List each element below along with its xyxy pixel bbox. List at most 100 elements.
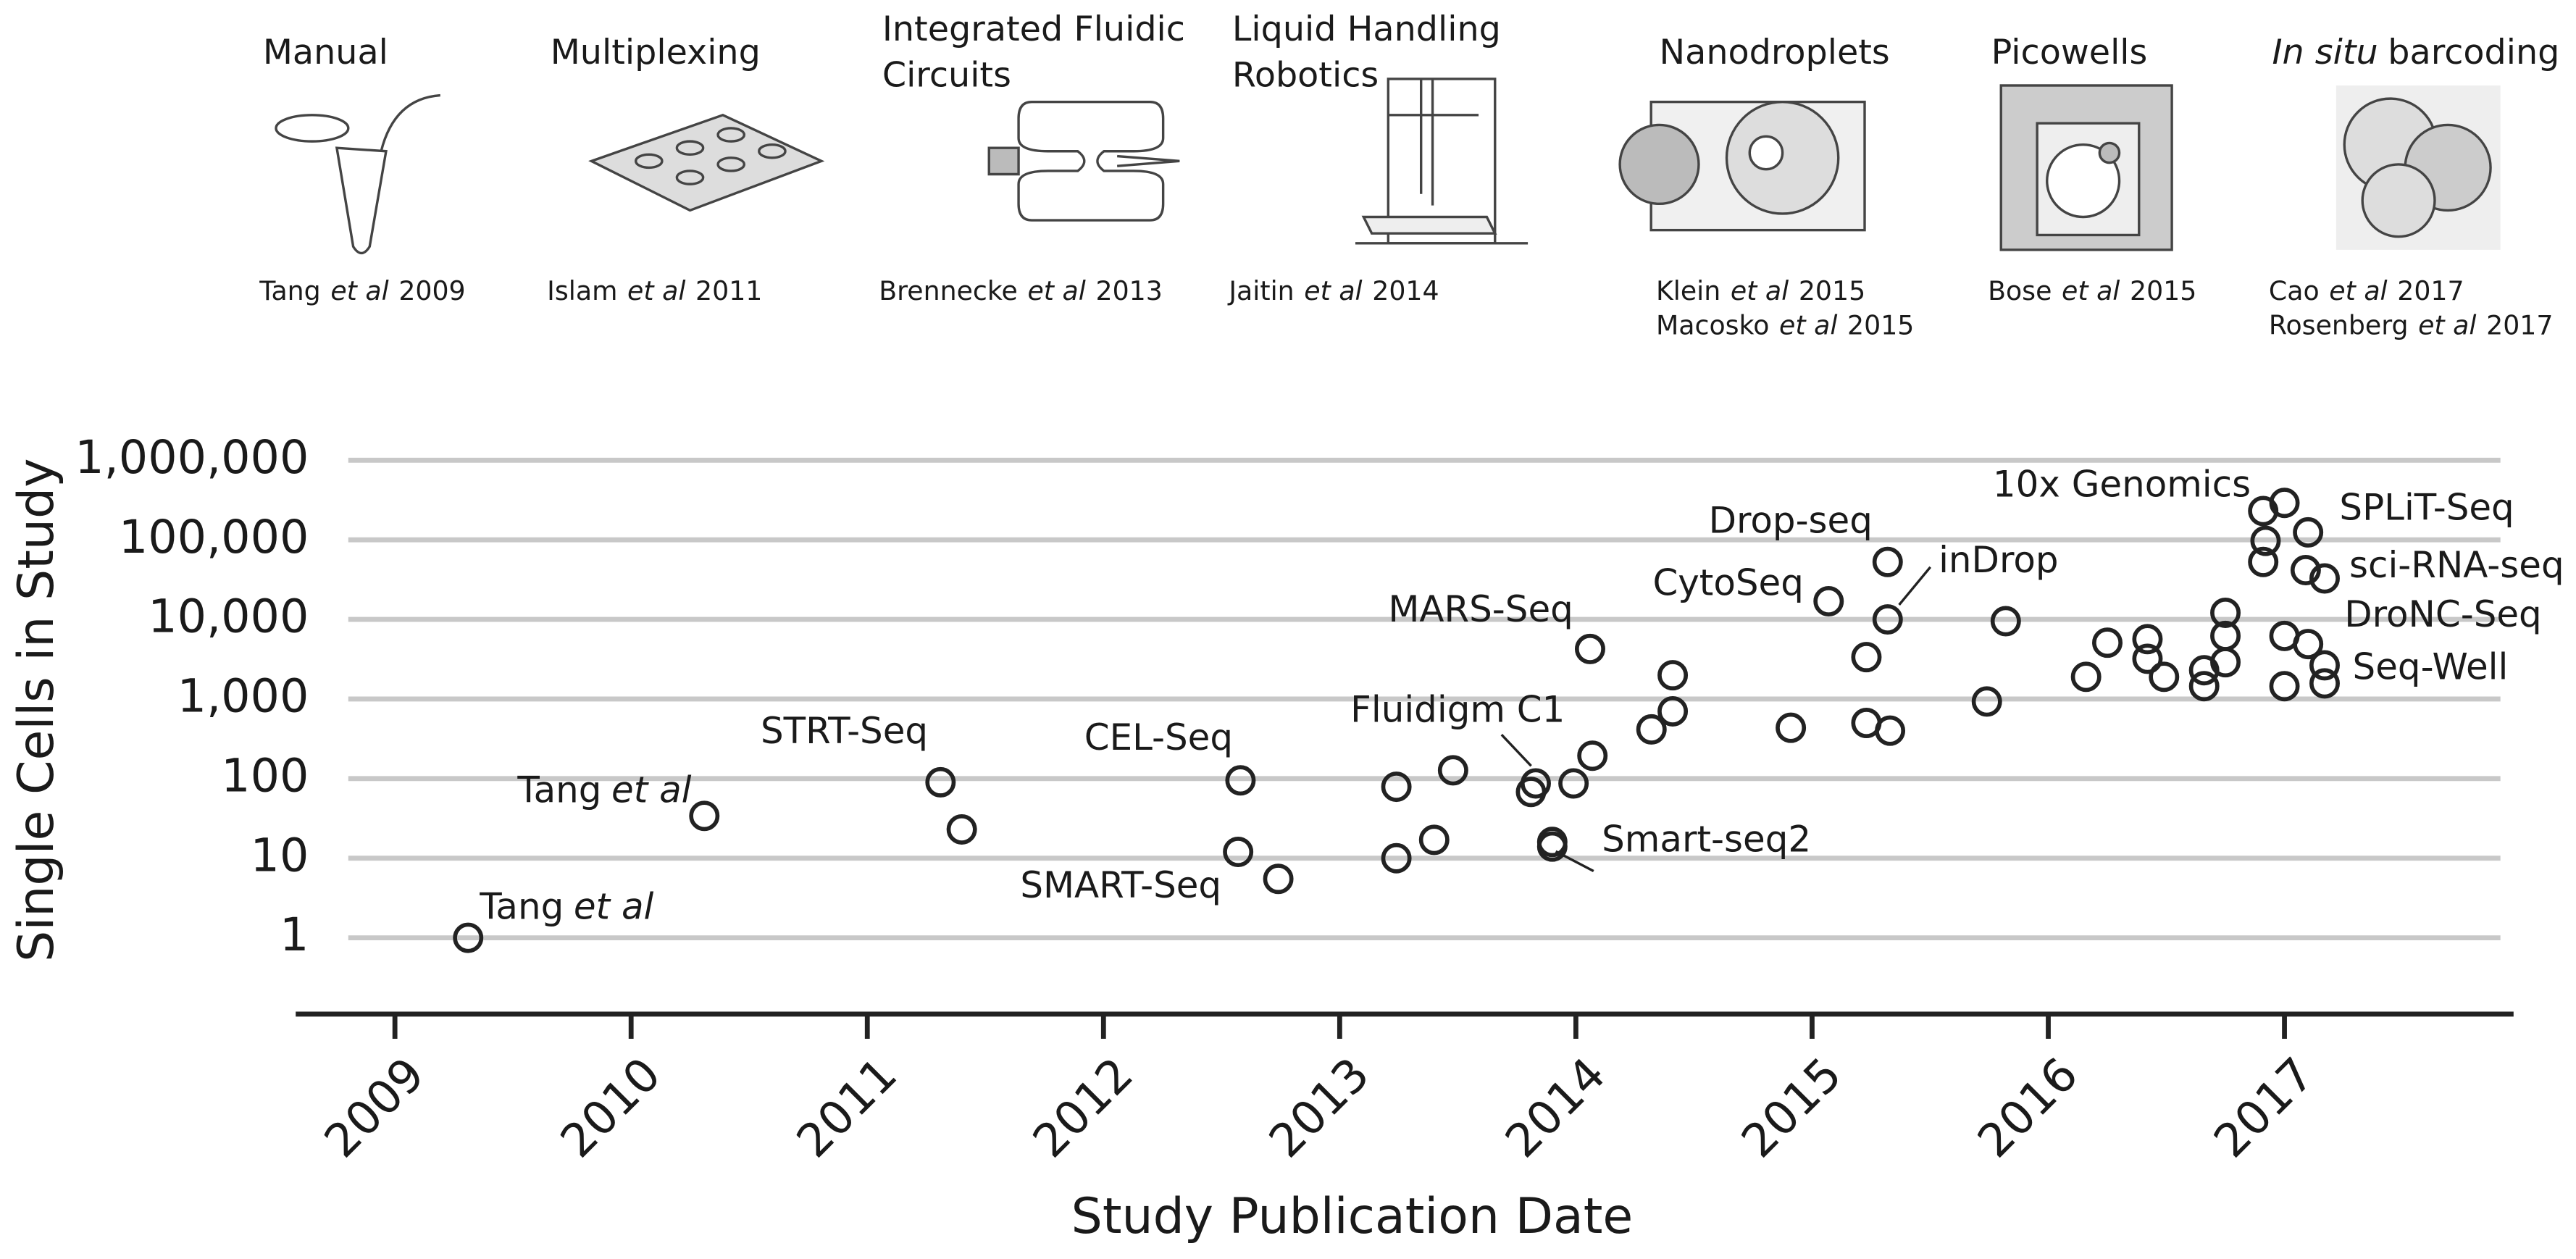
panel-citation-part: et al [2062,275,2120,306]
panel-citation-part: Jaitin [1227,275,1294,306]
icon-multiplexing [588,113,825,212]
panel-title: Liquid Handling [1232,9,1501,49]
annotation: SMART-Seq [1020,864,1221,906]
point [2269,671,2300,702]
annotation: Drop-seq [1709,499,1873,541]
point [2250,525,2281,556]
point [2210,647,2241,678]
point [2210,597,2241,628]
panel-title: In situ barcoding [2272,33,2559,72]
point [2132,643,2163,674]
panel-citation-part: 2009 [398,275,465,306]
y-tick-label: 10,000 [148,590,309,643]
annotation-part: Seq-Well [2353,645,2509,687]
x-tick-label: 2010 [550,1047,671,1168]
panel-title-part: Liquid Handling [1232,9,1501,49]
y-tick-label: 1,000 [177,669,309,723]
point [2092,627,2123,658]
panel-title: Integrated Fluidic [882,9,1185,49]
annotation-part: inDrop [1939,538,2058,580]
point [1577,740,1608,771]
annotation-part: CEL-Seq [1084,716,1233,758]
panel-citation: Rosenberg et al 2017 [2269,310,2554,341]
point [2149,661,2180,693]
point [2132,624,2163,655]
panel-citation-part: 2014 [1372,275,1439,306]
annotation-part: Fluidigm C1 [1350,688,1565,730]
icon-ifc [987,100,1180,222]
panel-citation: Cao et al 2017 [2269,275,2464,306]
point [1437,755,1468,786]
point [2248,546,2279,577]
y-tick-label: 1 [280,908,309,961]
panel-citation: Macosko et al 2015 [1656,310,1914,341]
icon-picowells [1999,84,2173,251]
panel-citation-part: et al [2329,275,2387,306]
panel-citation-part: et al [1779,310,1837,341]
panel-citation-part: 2013 [1096,275,1163,306]
panel-title: Multiplexing [551,33,761,72]
panel-citation-part: Rosenberg [2269,310,2409,341]
annotation-part: SPLiT-Seq [2339,486,2514,528]
annotation-part: Tang [479,885,564,927]
panel-citation-part: Tang [259,275,320,306]
y-tick-label: 100 [221,748,309,802]
annotation: inDrop [1939,538,2058,580]
point [2309,650,2340,681]
icon-nanodroplets [1618,100,1866,232]
annotation-part: DroNC-Seq [2344,593,2541,635]
panel-title-part: Multiplexing [551,33,761,72]
point [1381,842,1412,874]
panel-citation: Islam et al 2011 [547,275,762,306]
panel-citation-part: Macosko [1656,310,1769,341]
panel-citation-part: 2011 [695,275,762,306]
panel-citation-part: et al [330,275,388,306]
y-tick-label: 1,000,000 [75,430,309,484]
panel-title: Circuits [882,56,1011,96]
point [2309,668,2340,699]
point [946,813,977,845]
annotation: CEL-Seq [1084,716,1233,758]
annotation: CytoSeq [1652,561,1803,603]
annotation: Fluidigm C1 [1350,688,1565,730]
panel-citation: Klein et al 2015 [1656,275,1865,306]
point [1657,695,1689,727]
panel-title: Nanodroplets [1660,33,1890,72]
annotation: STRT-Seq [761,709,928,751]
annotation-part: CytoSeq [1652,561,1803,603]
annotation-part: sci-RNA-seq [2349,543,2564,585]
panel-citation-part: et al [1304,275,1362,306]
point [2309,563,2340,594]
point [1381,771,1412,803]
point [1536,831,1568,862]
x-tick-label: 2011 [786,1047,907,1168]
annotation-part: et al [611,769,692,811]
leader-line [1500,734,1532,767]
icon-in-situ [2335,85,2501,250]
panel-title-part: Nanodroplets [1660,33,1890,72]
panel-citation-part: 2017 [2397,275,2464,306]
icon-robotics [1355,78,1529,245]
icon-manual [275,93,440,255]
annotation: Tang et al [517,769,691,811]
panel-citation-part: 2015 [1799,275,1865,306]
panel-citation: Jaitin et al 2014 [1227,275,1439,306]
panel-citation-part: et al [1731,275,1789,306]
point [2290,555,2321,586]
annotation-part: MARS-Seq [1388,588,1573,630]
panel-title: Robotics [1232,56,1379,96]
panel-citation-part: 2015 [1847,310,1914,341]
panel-citation-part: Islam [547,275,617,306]
y-tick-label: 100,000 [119,510,309,564]
panel-title-part: In situ [2272,33,2378,72]
x-axis-title: Study Publication Date [1071,1188,1634,1245]
point [925,766,956,798]
panel-title: Manual [263,33,388,72]
annotation: Tang et al [479,885,653,927]
annotation-part: Smart-seq2 [1602,818,1811,860]
panel-citation-part: Brennecke [879,275,1018,306]
annotation-part: et al [574,885,654,927]
panel-title-part: Circuits [882,56,1011,96]
